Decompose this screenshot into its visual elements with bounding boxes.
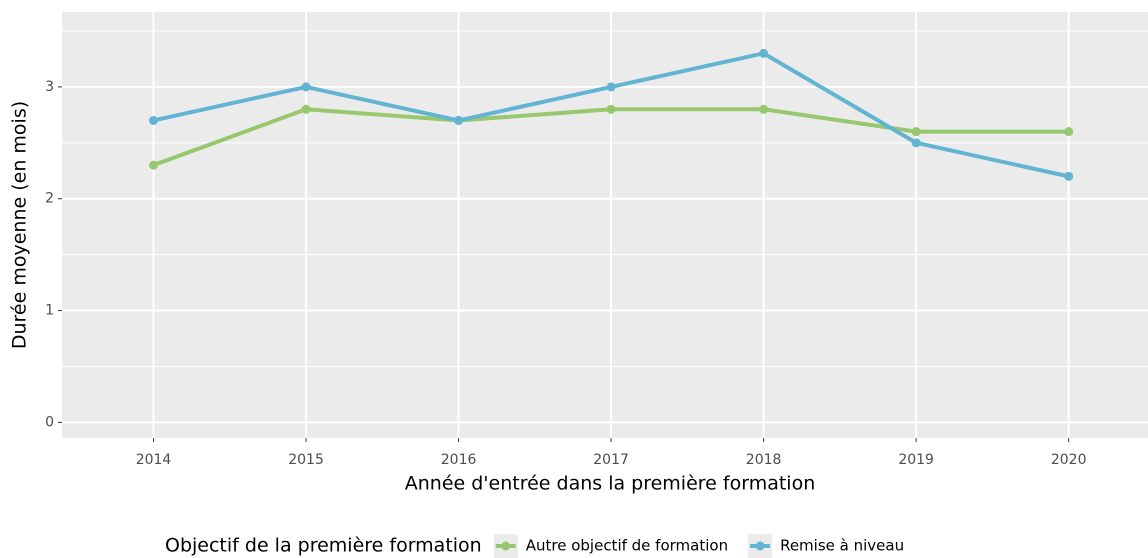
legend-key-point — [501, 541, 511, 551]
point — [606, 104, 616, 114]
y-tick-label: 0 — [45, 414, 54, 430]
y-tick-label: 3 — [45, 79, 54, 95]
x-tick-label: 2015 — [288, 452, 324, 468]
point — [1064, 127, 1074, 137]
point — [149, 160, 159, 170]
point — [1064, 171, 1074, 181]
point — [606, 82, 616, 92]
y-tick-label: 2 — [45, 191, 54, 207]
point — [454, 115, 464, 125]
x-tick-label: 2016 — [441, 452, 477, 468]
point — [911, 127, 921, 137]
y-axis-title: Durée moyenne (en mois) — [9, 101, 31, 349]
legend-title: Objectif de la première formation — [165, 535, 482, 557]
panel — [62, 12, 1148, 438]
x-tick-label: 2014 — [136, 452, 172, 468]
point — [301, 104, 311, 114]
legend-key-point — [755, 541, 765, 551]
x-axis-title: Année d'entrée dans la première formatio… — [405, 473, 816, 495]
y-tick-label: 1 — [45, 303, 54, 319]
x-tick-label: 2020 — [1051, 452, 1087, 468]
point — [301, 82, 311, 92]
x-tick-label: 2018 — [746, 452, 782, 468]
point — [759, 48, 769, 58]
legend-label: Autre objectif de formation — [526, 537, 728, 555]
point — [759, 104, 769, 114]
x-tick-label: 2017 — [593, 452, 629, 468]
point — [149, 115, 159, 125]
legend: Objectif de la première formation Autre o… — [165, 534, 904, 558]
legend-label: Remise à niveau — [780, 537, 904, 555]
point — [911, 138, 921, 148]
x-tick-label: 2019 — [898, 452, 934, 468]
